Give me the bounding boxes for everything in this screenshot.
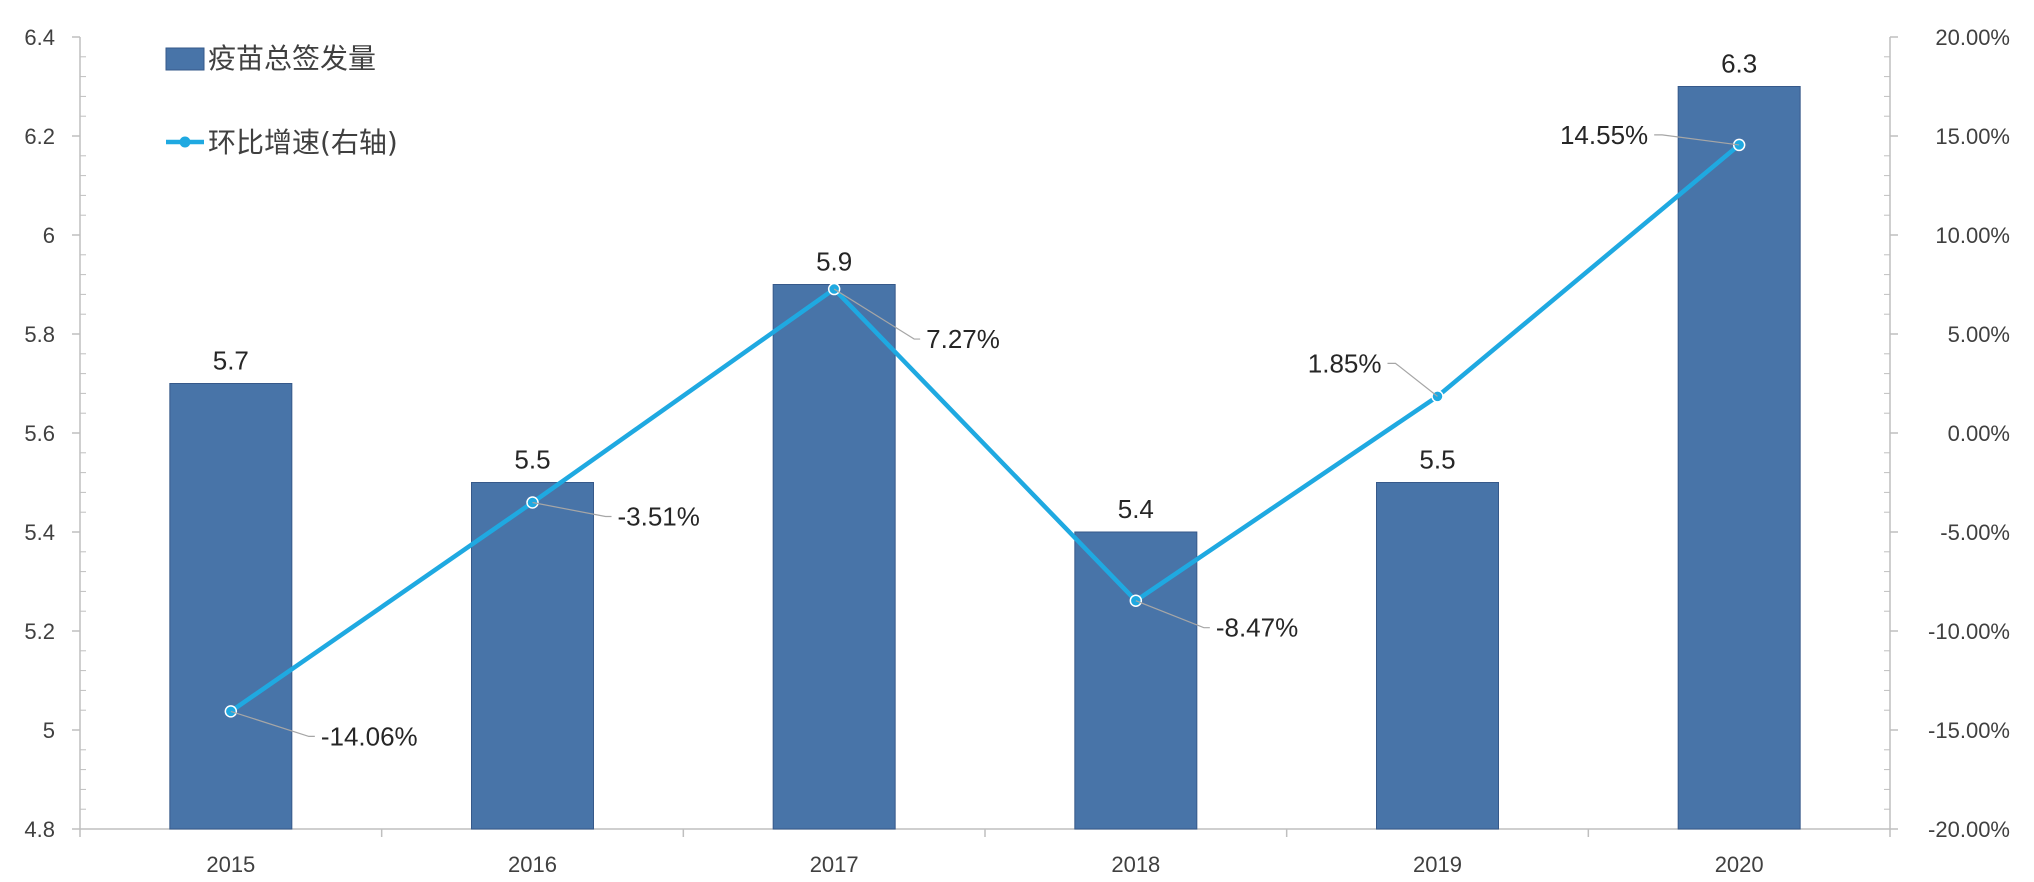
bar-value-label: 5.5 [1419,445,1455,475]
left-axis-tick-label: 6.4 [24,25,55,50]
leader-line [230,710,315,737]
leader-line [532,501,612,518]
right-axis-tick-label: -20.00% [1928,817,2010,842]
line-series [224,138,1746,718]
leader-line [1387,362,1438,397]
x-axis-tick-label: 2016 [508,852,557,877]
left-axis-tick-label: 5 [43,718,55,743]
legend-bar-label: 疫苗总签发量 [208,42,376,75]
right-axis-tick-label: 20.00% [1935,25,2010,50]
leader-line [1654,134,1740,146]
growth-value-label: -14.06% [321,721,418,751]
legend-line-marker [179,136,191,148]
growth-value-label: 1.85% [1308,348,1382,378]
left-axis-tick-label: 5.4 [24,520,55,545]
legend-bar-swatch [165,47,205,71]
bar-2019 [1376,482,1499,830]
leader-line [833,288,921,340]
bar-value-label: 6.3 [1721,49,1757,79]
right-axis-tick-label: 15.00% [1935,124,2010,149]
right-axis-tick-label: 10.00% [1935,223,2010,248]
x-axis-tick-label: 2018 [1111,852,1160,877]
bar-value-label: 5.5 [514,445,550,475]
left-axis-tick-label: 4.8 [24,817,55,842]
x-axis-tick-label: 2015 [206,852,255,877]
growth-value-label: 7.27% [926,324,1000,354]
growth-value-label: -3.51% [618,501,700,531]
x-axis-tick-label: 2020 [1715,852,1764,877]
left-axis-tick-label: 5.8 [24,322,55,347]
bar-value-label: 5.7 [213,346,249,376]
bar-series [169,86,1801,830]
x-axis-tick-label: 2019 [1413,852,1462,877]
bar-value-label: 5.9 [816,247,852,277]
right-axis-tick-label: -10.00% [1928,619,2010,644]
leader-line [1135,600,1210,629]
axes: 4.8 5 5.2 5.4 5.6 5.8 6 6.2 6.4 -20.00% -15.00% -10… [24,25,2010,877]
bar-value-label: 5.4 [1118,494,1154,524]
left-axis-tick-label: 6 [43,223,55,248]
growth-line [229,143,1741,714]
right-axis-tick-label: -15.00% [1928,718,2010,743]
right-axis-tick-label: 5.00% [1948,322,2010,347]
left-axis-tick-label: 5.6 [24,421,55,446]
bar-2016 [471,482,594,830]
bar-2020 [1677,86,1801,830]
growth-value-label: -8.47% [1216,613,1298,643]
bar-2017 [772,284,896,830]
bar-2018 [1074,531,1198,830]
growth-value-label: 14.55% [1560,120,1648,150]
right-axis-tick-label: 0.00% [1948,421,2010,446]
right-axis-tick-label: -5.00% [1940,520,2010,545]
legend-line-label: 环比增速(右轴) [208,126,398,159]
bar-2015 [169,383,293,830]
data-labels: 5.7 5.5 5.9 5.4 5.5 6.3 -14.06% -3.51% 7.27% -8.4… [213,49,1757,752]
x-axis-tick-label: 2017 [810,852,859,877]
left-axis-tick-label: 5.2 [24,619,55,644]
left-axis-tick-label: 6.2 [24,124,55,149]
